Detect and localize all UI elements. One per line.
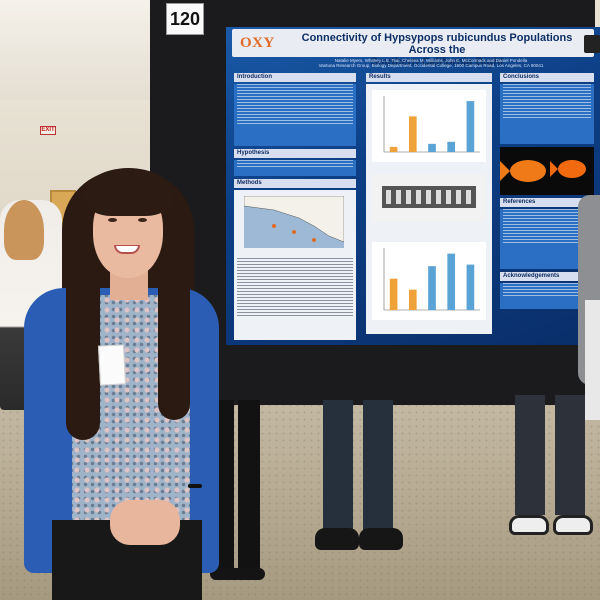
board-number: 120: [166, 3, 204, 35]
ceiling: [0, 0, 160, 110]
chart-bar: [389, 278, 398, 310]
introduction-text: [234, 84, 356, 146]
gel-bands: [382, 186, 476, 208]
section-acknowledgements: Acknowledgements: [500, 272, 594, 281]
poster-title-line2: Southern California Bight: [370, 56, 504, 68]
garibaldi-fish-icon: [500, 160, 586, 182]
results-chart-1: [372, 90, 486, 162]
section-methods: Methods: [234, 179, 356, 188]
hypothesis-text: [234, 160, 356, 176]
chart-axes: [383, 96, 480, 153]
chart-bar: [389, 146, 398, 152]
author-affiliation: Vantuna Research Group, Biology Departme…: [318, 63, 544, 68]
chart-bar: [408, 289, 417, 310]
name-badge: [97, 344, 127, 386]
poster-title-line1: Connectivity of Hypsypops rubicundus Pop…: [301, 32, 573, 56]
results-chart-2-plot: [383, 248, 480, 311]
results-panel: [366, 84, 492, 334]
section-conclusions: Conclusions: [500, 73, 594, 82]
section-hypothesis: Hypothesis: [234, 149, 356, 158]
sampling-map: [243, 195, 345, 248]
bystander-center-legs: [315, 400, 403, 550]
chart-bar: [466, 264, 475, 310]
presenter-hands: [110, 500, 180, 545]
chart-bar: [408, 116, 417, 152]
author-names: Natalie Myers, Whitney L.E. Tsai, Chelse…: [334, 58, 528, 63]
section-introduction: Introduction: [234, 73, 356, 82]
presenter-eye-left: [108, 218, 117, 222]
research-poster: OXY Connectivity of Hypsypops rubicundus…: [226, 27, 600, 345]
bystander-right-arm: [585, 300, 600, 420]
chart-bar: [428, 266, 436, 310]
results-chart-2: [372, 242, 486, 320]
presenter-bracelet: [188, 484, 202, 488]
poster-header: OXY Connectivity of Hypsypops rubicundus…: [232, 29, 600, 68]
oxy-logo: OXY: [240, 35, 275, 51]
bystander-left-hair: [4, 200, 44, 260]
poster-column-middle: Results: [366, 73, 492, 334]
bystander-behind-legs: [210, 400, 270, 580]
poster-column-left: Introduction Hypothesis Methods: [234, 73, 356, 340]
bystander-right-legs: [505, 395, 600, 535]
conclusions-text: [500, 84, 594, 144]
poster-authors: Natalie Myers, Whitney L.E. Tsai, Chelse…: [296, 58, 566, 68]
presenter-hair-top: [86, 168, 171, 216]
presenter-hair-right: [158, 210, 190, 420]
methods-panel: [234, 190, 356, 340]
chart-bar: [447, 141, 456, 152]
chart-bar: [428, 143, 436, 152]
section-references: References: [500, 198, 594, 207]
results-chart-1-plot: [383, 96, 480, 153]
university-seal: [584, 35, 600, 53]
gel-image: [372, 174, 486, 222]
chart-bar: [447, 253, 456, 310]
garibaldi-fish-photo: [500, 147, 594, 195]
chart-bar: [466, 101, 475, 152]
poster-title: Connectivity of Hypsypops rubicundus Pop…: [292, 32, 582, 68]
exit-sign: EXIT: [40, 126, 56, 135]
presenter-eye-right: [138, 218, 147, 222]
map-coastline: [243, 195, 345, 243]
section-results: Results: [366, 73, 492, 82]
